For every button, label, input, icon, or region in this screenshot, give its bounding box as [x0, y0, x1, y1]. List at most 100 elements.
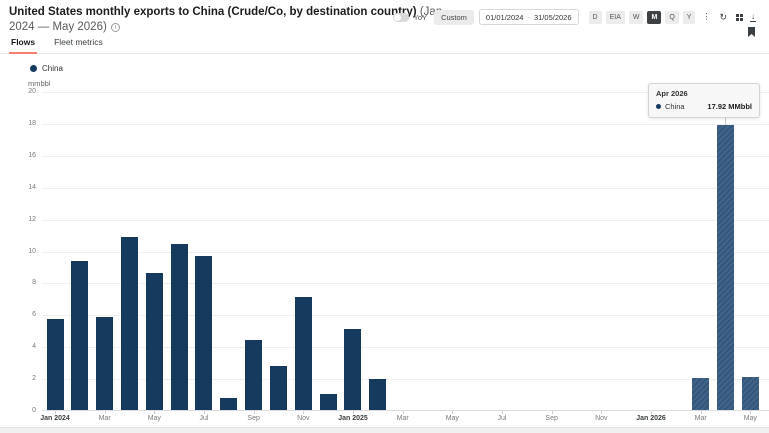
granularity-button-q[interactable]: Q [665, 10, 679, 24]
y-axis-label-10: 10 [28, 247, 36, 255]
bar-oct-2024[interactable] [269, 366, 287, 410]
x-axis-label-sep: Sep [247, 415, 260, 422]
x-axis-tick [303, 411, 305, 414]
tooltip-series-dot [656, 104, 661, 109]
bar-mar-2024[interactable] [96, 316, 114, 410]
legend-label: China [42, 64, 63, 73]
y-axis-label-16: 16 [28, 151, 36, 159]
y-axis-label-18: 18 [28, 119, 36, 127]
gridline-10 [42, 251, 769, 253]
x-axis-tick [55, 411, 56, 414]
x-axis-tick [104, 411, 106, 414]
x-axis-label-jan-2025: Jan 2025 [338, 415, 368, 422]
x-axis-label-mar: Mar [396, 415, 409, 422]
bookmark-icon[interactable] [748, 27, 755, 37]
tab-fleet-metrics[interactable]: Fleet metrics [54, 37, 103, 47]
granularity-button-d[interactable]: D [588, 10, 602, 24]
gridline-6 [42, 315, 769, 317]
bar-jun-2024[interactable] [170, 244, 188, 410]
page-title: United States monthly exports to China (… [9, 5, 461, 35]
gridline-8 [42, 283, 769, 285]
y-axis-label-14: 14 [28, 183, 36, 191]
tab-flows[interactable]: Flows [9, 37, 38, 54]
x-axis-tick [700, 411, 702, 414]
chart-area: China mmbbl 0 2 4 6 8 10 12 14 16 18 20 Jan 2024 Mar… [0, 56, 769, 427]
date-separator: - [527, 12, 530, 22]
y-axis-label-12: 12 [28, 215, 36, 223]
chart-tooltip: Apr 2026 China 17.92 MMbbl [648, 83, 760, 118]
x-axis-tick [352, 411, 354, 414]
granularity-button-y[interactable]: Y [682, 10, 696, 24]
granularity-button-eia[interactable]: EIA [605, 10, 625, 24]
bar-nov-2024[interactable] [294, 296, 312, 410]
gridline-2 [42, 379, 769, 381]
refresh-icon[interactable]: ↻ [719, 12, 727, 22]
bar-apr-2026[interactable] [716, 125, 734, 410]
x-axis-label-mar: Mar [694, 415, 707, 422]
date-range-input[interactable]: 01/01/2024 - 31/05/2026 [478, 9, 579, 25]
bar-apr-2024[interactable] [120, 236, 138, 410]
bar-feb-2025[interactable] [369, 379, 387, 410]
x-axis-tick [501, 411, 503, 414]
x-axis-label-jul: Jul [497, 415, 507, 422]
tooltip-title: Apr 2026 [656, 89, 688, 98]
bar-sep-2024[interactable] [245, 340, 263, 410]
x-axis-line [42, 410, 769, 411]
granularity-button-m[interactable]: M [647, 10, 662, 24]
bar-feb-2024[interactable] [71, 261, 89, 410]
yoy-label: YoY [413, 12, 428, 22]
download-icon[interactable]: ↓ [750, 11, 756, 22]
x-axis-tick [750, 411, 752, 414]
x-axis-label-jan-2026: Jan 2026 [636, 415, 666, 422]
custom-range-button[interactable]: Custom [434, 9, 474, 25]
x-axis-label-jan-2024: Jan 2024 [40, 415, 70, 422]
toolbar: YoY Custom 01/01/2024 - 31/05/2026 D EIA W… [392, 9, 756, 25]
legend-dot [30, 65, 37, 72]
bar-mar-2026[interactable] [692, 377, 710, 410]
bar-jul-2024[interactable] [195, 256, 213, 410]
x-axis-label-nov: Nov [595, 415, 608, 422]
bar-dec-2024[interactable] [319, 394, 337, 410]
y-axis-label-20: 20 [28, 88, 36, 95]
date-to: 31/05/2026 [533, 12, 572, 22]
y-axis-label-2: 2 [32, 375, 36, 383]
x-axis-tick [402, 411, 404, 414]
x-axis-tick [551, 411, 553, 414]
y-axis-label-6: 6 [32, 311, 36, 319]
chart-title: United States monthly exports to China (… [9, 6, 417, 18]
bar-aug-2024[interactable] [220, 398, 238, 410]
granularity-group: D EIA W M Q Y [588, 10, 696, 24]
layout-grid-icon[interactable] [734, 13, 745, 21]
gridline-14 [42, 187, 769, 189]
tabs: Flows Fleet metrics [9, 37, 105, 54]
tooltip-row: China 17.92 MMbbl [656, 102, 752, 111]
y-axis-label-0: 0 [32, 407, 36, 414]
kebab-menu-icon[interactable]: ⋮ [702, 12, 711, 21]
gridline-4 [42, 347, 769, 349]
y-axis-unit-label: mmbbl [28, 79, 51, 88]
x-axis-tick [452, 411, 454, 414]
header: United States monthly exports to China (… [0, 0, 769, 54]
x-axis-label-nov: Nov [297, 415, 310, 422]
x-axis-tick [601, 411, 603, 414]
info-icon[interactable]: i [110, 23, 120, 32]
bar-jan-2025[interactable] [344, 328, 362, 410]
y-axis-label-4: 4 [32, 343, 36, 351]
gridline-12 [42, 219, 769, 221]
yoy-toggle[interactable] [392, 12, 409, 22]
gridline-20 [42, 92, 769, 93]
bar-may-2024[interactable] [145, 273, 163, 410]
bar-jan-2024[interactable] [46, 318, 64, 410]
legend-item-china[interactable]: China [30, 64, 63, 73]
gridline-18 [42, 123, 769, 125]
y-axis-label-8: 8 [32, 279, 36, 287]
gridline-16 [42, 155, 769, 157]
x-axis-label-sep: Sep [545, 415, 558, 422]
bottom-strip [0, 427, 769, 433]
granularity-button-w[interactable]: W [628, 10, 644, 24]
x-axis-label-may: May [445, 415, 459, 422]
plot-area: 0 2 4 6 8 10 12 14 16 18 20 Jan 2024 Mar May Jul Sep Nov… [28, 88, 769, 422]
x-axis-tick [154, 411, 156, 414]
bar-may-2026[interactable] [741, 376, 759, 410]
